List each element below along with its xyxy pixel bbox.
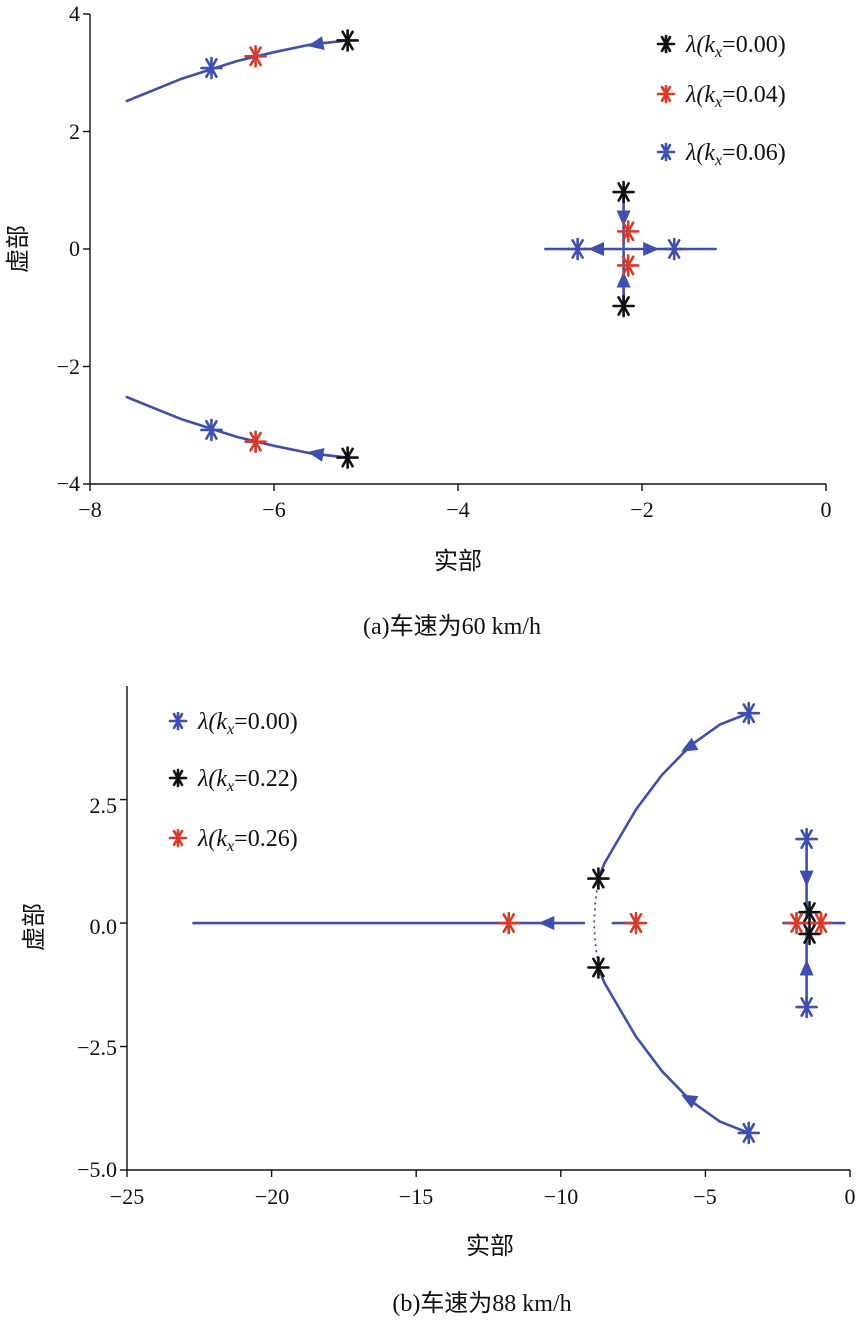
panel-a-xtick-label: 0	[821, 497, 832, 522]
panel-b-direction-arrow	[681, 1094, 699, 1109]
panel-a-direction-arrow	[616, 210, 631, 227]
panel-a-plot	[125, 29, 717, 469]
panel-b-legend-entry: λ(kx=0.00)	[197, 709, 298, 738]
panel-b-xtick-label: −20	[255, 1184, 289, 1209]
panel-a-xtick-label: −2	[630, 497, 653, 522]
panel-b-data-point	[587, 956, 610, 979]
panel-b-data-point	[795, 995, 818, 1019]
panel-b-data-point	[737, 1121, 761, 1145]
panel-a-data-point	[616, 220, 640, 243]
panel-a-data-point	[244, 430, 267, 454]
panel-b-ytick-label: 2.5	[90, 793, 118, 818]
panel-b-ytick-label: 0.0	[90, 914, 118, 939]
panel-a-legend-entry: λ(kx=0.06)	[685, 140, 786, 169]
panel-b-ytick-label: −5.0	[77, 1157, 117, 1182]
panel-a-xtick-label: −6	[262, 497, 285, 522]
panel-a-legend-marker	[656, 34, 676, 54]
panel-b-legend-marker	[168, 828, 188, 848]
panel-a-direction-arrow	[307, 36, 325, 51]
panel-b-xtick-label: −25	[110, 1184, 144, 1209]
panel-a-direction-arrow	[643, 242, 660, 256]
panel-a-caption: (a)车速为60 km/h	[363, 613, 541, 640]
panel-a-ytick-label: 4	[69, 1, 80, 26]
panel-b-direction-arrow	[538, 916, 555, 931]
panel-b-y-axis-title: 虚部	[20, 903, 48, 951]
panel-b-locus-dotted	[593, 878, 600, 968]
panel-b-locus-line	[597, 711, 751, 880]
panel-a-data-point	[336, 446, 359, 469]
panel-b-data-point	[785, 911, 808, 935]
panel-a-data-point	[616, 254, 640, 277]
panel-a-direction-arrow	[307, 447, 325, 462]
panel-a-data-point	[200, 56, 223, 80]
legend-star-icon	[168, 828, 188, 848]
panel-a-data-point	[336, 29, 359, 52]
panel-a: −8 −6 −4 −2 0 −4 −2 0 2 4 实部 虚部 (a)车速为60…	[4, 1, 832, 640]
panel-a-ytick-label: 2	[69, 119, 80, 144]
panel-a-x-axis-title: 实部	[434, 547, 482, 575]
panel-a-direction-arrow	[588, 242, 604, 256]
panel-a-legend-entry: λ(kx=0.00)	[685, 32, 786, 61]
legend-star-icon	[656, 34, 676, 54]
panel-a-data-point	[612, 180, 635, 204]
panel-b-legend-entry: λ(kx=0.22)	[197, 766, 298, 795]
panel-b-data-point	[737, 701, 761, 725]
panel-a-ticks	[83, 13, 827, 491]
panel-b-data-point	[798, 900, 821, 924]
panel-b-legend-entry: λ(kx=0.26)	[197, 826, 298, 855]
panel-b-caption: (b)车速为88 km/h	[392, 1290, 571, 1317]
panel-b-xtick-label: −15	[399, 1184, 433, 1209]
panel-a-legend-marker	[656, 84, 676, 104]
panel-b-data-point	[795, 827, 818, 851]
panel-b-xtick-label: 0	[845, 1184, 856, 1209]
legend-star-icon	[168, 711, 188, 731]
panel-a-ytick-label: 0	[69, 236, 80, 261]
legend-star-icon	[656, 84, 676, 104]
panel-b-xtick-label: −5	[693, 1184, 716, 1209]
panel-b-xtick-label: −10	[544, 1184, 578, 1209]
panel-a-y-axis-title: 虚部	[4, 225, 32, 273]
panel-a-locus-line	[125, 395, 349, 459]
panel-b-plot	[192, 701, 846, 1145]
panel-a-legend-entry: λ(kx=0.04)	[685, 82, 786, 111]
panel-a-ytick-label: −2	[57, 354, 80, 379]
panel-b-data-point	[809, 911, 833, 935]
panel-b-direction-arrow	[799, 959, 814, 976]
panel-a-data-point	[566, 237, 589, 261]
panel-a-data-point	[612, 294, 635, 318]
panel-b: −25 −20 −15 −10 −5 0 −5.0 −2.5 0.0 2.5 实…	[20, 686, 856, 1317]
panel-a-data-point	[200, 418, 223, 442]
panel-a-data-point	[662, 237, 686, 261]
panel-b-locus-line	[597, 966, 751, 1135]
panel-b-direction-arrow	[799, 870, 814, 887]
panel-a-legend-marker	[656, 142, 676, 162]
panel-b-data-point	[497, 911, 521, 935]
panel-a-legend: λ(kx=0.00) λ(kx=0.04) λ(kx=0.06)	[656, 32, 786, 169]
panel-a-xtick-label: −8	[78, 497, 101, 522]
panel-b-ytick-label: −2.5	[77, 1035, 117, 1060]
panel-b-legend-marker	[168, 768, 188, 788]
panel-a-locus-line	[125, 39, 349, 103]
panel-b-ticks	[120, 798, 851, 1177]
panel-a-data-point	[244, 44, 267, 68]
panel-a-direction-arrow	[616, 271, 631, 288]
panel-b-data-point	[624, 911, 648, 935]
panel-b-legend: λ(kx=0.00) λ(kx=0.22) λ(kx=0.26)	[168, 709, 298, 855]
panel-b-legend-marker	[168, 711, 188, 731]
panel-b-data-point	[587, 867, 610, 890]
panel-a-xtick-label: −4	[446, 497, 469, 522]
panel-a-ytick-label: −4	[57, 471, 80, 496]
panel-b-data-point	[798, 922, 821, 946]
panel-b-x-axis-title: 实部	[466, 1232, 514, 1260]
legend-star-icon	[656, 142, 676, 162]
panel-b-direction-arrow	[681, 737, 699, 752]
legend-star-icon	[168, 768, 188, 788]
